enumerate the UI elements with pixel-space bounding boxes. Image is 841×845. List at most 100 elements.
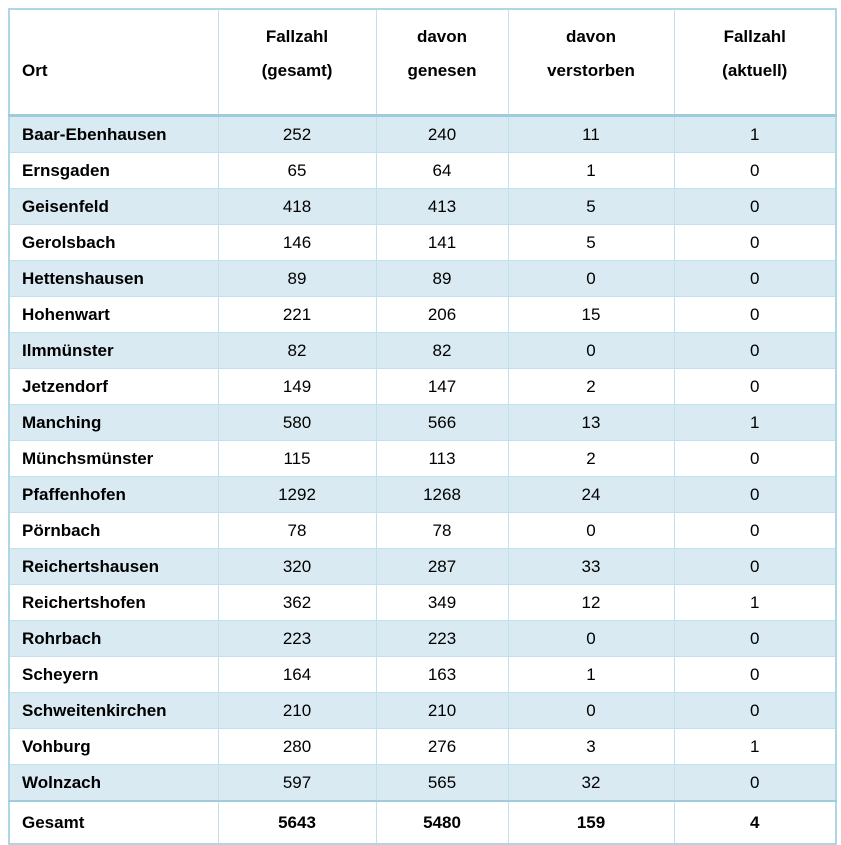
verstorben-cell: 1 xyxy=(507,656,675,693)
municipality-row: Reichertshofen 362 349 12 1 xyxy=(8,584,837,621)
verstorben-cell: 0 xyxy=(507,692,675,729)
verstorben-cell: 11 xyxy=(507,115,675,153)
gesamt-cell: 418 xyxy=(217,188,377,225)
municipality-row: Rohrbach 223 223 0 0 xyxy=(8,620,837,657)
verstorben-cell: 3 xyxy=(507,728,675,765)
gesamt-cell: 5643 xyxy=(217,800,377,845)
column-header-fallzahl-gesamt: Fallzahl (gesamt) xyxy=(217,8,377,117)
aktuell-cell: 0 xyxy=(673,476,837,513)
aktuell-cell: 0 xyxy=(673,656,837,693)
total-row: Gesamt 5643 5480 159 4 xyxy=(8,800,837,845)
aktuell-cell: 4 xyxy=(673,800,837,845)
genesen-cell: 78 xyxy=(375,512,509,549)
verstorben-cell: 1 xyxy=(507,152,675,189)
verstorben-cell: 2 xyxy=(507,368,675,405)
municipality-row: Hettenshausen 89 89 0 0 xyxy=(8,260,837,297)
ort-cell: Gerolsbach xyxy=(8,224,219,261)
ort-cell: Scheyern xyxy=(8,656,219,693)
gesamt-cell: 115 xyxy=(217,440,377,477)
ort-cell: Hettenshausen xyxy=(8,260,219,297)
municipality-row: Wolnzach 597 565 32 0 xyxy=(8,764,837,802)
municipality-row: Manching 580 566 13 1 xyxy=(8,404,837,441)
column-header-davon-genesen: davon genesen xyxy=(375,8,509,117)
aktuell-cell: 0 xyxy=(673,332,837,369)
municipality-row: Pfaffenhofen 1292 1268 24 0 xyxy=(8,476,837,513)
municipality-row: Vohburg 280 276 3 1 xyxy=(8,728,837,765)
genesen-cell: 276 xyxy=(375,728,509,765)
municipality-row: Ernsgaden 65 64 1 0 xyxy=(8,152,837,189)
aktuell-cell: 1 xyxy=(673,404,837,441)
ort-cell: Hohenwart xyxy=(8,296,219,333)
aktuell-cell: 1 xyxy=(673,115,837,153)
verstorben-cell: 5 xyxy=(507,224,675,261)
verstorben-cell: 0 xyxy=(507,512,675,549)
verstorben-cell: 159 xyxy=(507,800,675,845)
verstorben-cell: 33 xyxy=(507,548,675,585)
ort-cell: Gesamt xyxy=(8,800,219,845)
ort-cell: Baar-Ebenhausen xyxy=(8,115,219,153)
aktuell-cell: 0 xyxy=(673,692,837,729)
aktuell-cell: 0 xyxy=(673,188,837,225)
gesamt-cell: 82 xyxy=(217,332,377,369)
genesen-cell: 5480 xyxy=(375,800,509,845)
municipality-row: Baar-Ebenhausen 252 240 11 1 xyxy=(8,115,837,153)
ort-cell: Pfaffenhofen xyxy=(8,476,219,513)
gesamt-cell: 580 xyxy=(217,404,377,441)
genesen-cell: 240 xyxy=(375,115,509,153)
municipality-row: Gerolsbach 146 141 5 0 xyxy=(8,224,837,261)
column-header-ort: Ort xyxy=(8,8,219,117)
ort-cell: Pörnbach xyxy=(8,512,219,549)
column-header-davon-verstorben: davon verstorben xyxy=(507,8,675,117)
gesamt-cell: 164 xyxy=(217,656,377,693)
municipality-row: Pörnbach 78 78 0 0 xyxy=(8,512,837,549)
ort-cell: Münchsmünster xyxy=(8,440,219,477)
municipality-row: Reichertshausen 320 287 33 0 xyxy=(8,548,837,585)
case-numbers-table-container: Ort Fallzahl (gesamt) davon genesen davo… xyxy=(8,8,837,845)
ort-cell: Geisenfeld xyxy=(8,188,219,225)
ort-cell: Schweitenkirchen xyxy=(8,692,219,729)
genesen-cell: 566 xyxy=(375,404,509,441)
aktuell-cell: 0 xyxy=(673,296,837,333)
aktuell-cell: 0 xyxy=(673,260,837,297)
verstorben-cell: 2 xyxy=(507,440,675,477)
gesamt-cell: 89 xyxy=(217,260,377,297)
ort-cell: Reichertshausen xyxy=(8,548,219,585)
table-body: Baar-Ebenhausen 252 240 11 1 Ernsgaden 65 64 1 0 G… xyxy=(8,115,837,845)
genesen-cell: 210 xyxy=(375,692,509,729)
genesen-cell: 141 xyxy=(375,224,509,261)
gesamt-cell: 223 xyxy=(217,620,377,657)
aktuell-cell: 1 xyxy=(673,584,837,621)
aktuell-cell: 0 xyxy=(673,764,837,802)
genesen-cell: 64 xyxy=(375,152,509,189)
ort-cell: Rohrbach xyxy=(8,620,219,657)
aktuell-cell: 0 xyxy=(673,224,837,261)
gesamt-cell: 280 xyxy=(217,728,377,765)
column-header-ort-label: Ort xyxy=(22,61,48,80)
municipality-row: Münchsmünster 115 113 2 0 xyxy=(8,440,837,477)
header-row: Ort Fallzahl (gesamt) davon genesen davo… xyxy=(8,8,837,117)
gesamt-cell: 221 xyxy=(217,296,377,333)
gesamt-cell: 78 xyxy=(217,512,377,549)
verstorben-cell: 5 xyxy=(507,188,675,225)
genesen-cell: 113 xyxy=(375,440,509,477)
aktuell-cell: 0 xyxy=(673,152,837,189)
aktuell-cell: 0 xyxy=(673,368,837,405)
gesamt-cell: 362 xyxy=(217,584,377,621)
genesen-cell: 147 xyxy=(375,368,509,405)
genesen-cell: 565 xyxy=(375,764,509,802)
verstorben-cell: 15 xyxy=(507,296,675,333)
gesamt-cell: 65 xyxy=(217,152,377,189)
verstorben-cell: 12 xyxy=(507,584,675,621)
ort-cell: Reichertshofen xyxy=(8,584,219,621)
aktuell-cell: 0 xyxy=(673,620,837,657)
municipality-row: Jetzendorf 149 147 2 0 xyxy=(8,368,837,405)
verstorben-cell: 32 xyxy=(507,764,675,802)
genesen-cell: 89 xyxy=(375,260,509,297)
municipality-row: Ilmmünster 82 82 0 0 xyxy=(8,332,837,369)
gesamt-cell: 320 xyxy=(217,548,377,585)
municipality-row: Geisenfeld 418 413 5 0 xyxy=(8,188,837,225)
gesamt-cell: 210 xyxy=(217,692,377,729)
verstorben-cell: 0 xyxy=(507,620,675,657)
gesamt-cell: 146 xyxy=(217,224,377,261)
